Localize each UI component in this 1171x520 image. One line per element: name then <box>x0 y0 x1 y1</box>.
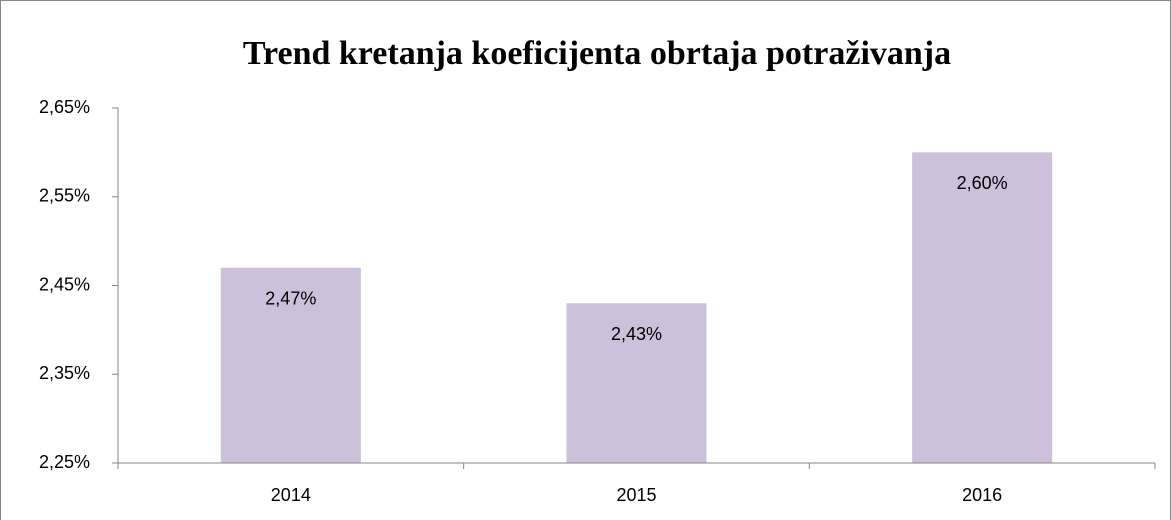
value-label: 2,43% <box>611 324 662 344</box>
value-label: 2,60% <box>957 173 1008 193</box>
bar <box>566 303 707 463</box>
y-tick-label: 2,25% <box>39 452 90 472</box>
bar <box>912 152 1053 463</box>
y-tick-label: 2,35% <box>39 363 90 383</box>
value-label: 2,47% <box>265 289 316 309</box>
y-tick-label: 2,55% <box>39 186 90 206</box>
y-tick-label: 2,65% <box>39 97 90 117</box>
chart-title: Trend kretanja koeficijenta obrtaja potr… <box>243 35 951 72</box>
bar <box>220 267 361 463</box>
x-tick-label: 2014 <box>271 485 311 505</box>
x-tick-label: 2015 <box>616 485 656 505</box>
x-tick-label: 2016 <box>962 485 1002 505</box>
y-tick-label: 2,45% <box>39 274 90 294</box>
